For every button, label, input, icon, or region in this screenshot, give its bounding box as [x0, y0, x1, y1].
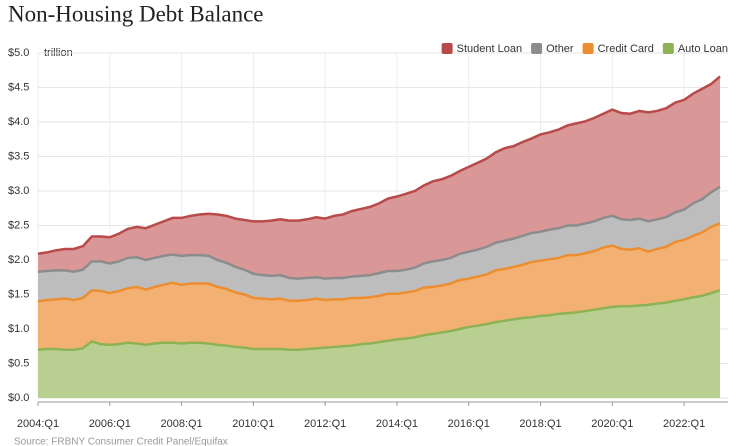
- x-tick-label: 2010:Q1: [232, 418, 274, 430]
- area-line: [37, 75, 721, 256]
- x-tick-label: 2020:Q1: [591, 418, 633, 430]
- y-tick-label: $0.0: [8, 392, 29, 404]
- x-tick-label: 2004:Q1: [17, 418, 59, 430]
- legend-swatch: [582, 43, 594, 54]
- area: [38, 186, 720, 302]
- area: [38, 76, 720, 279]
- legend-swatch: [662, 43, 674, 54]
- area-line: [37, 222, 721, 303]
- chart-title: Non-Housing Debt Balance: [8, 1, 264, 26]
- x-tick-label: 2014:Q1: [376, 418, 418, 430]
- y-tick-label: $3.5: [8, 150, 29, 162]
- y-tick-label: $3.0: [8, 185, 29, 197]
- x-tick-label: 2016:Q1: [448, 418, 490, 430]
- y-tick-label: $5.0: [8, 47, 29, 59]
- x-tick-label: 2012:Q1: [304, 418, 346, 430]
- x-tick-label: 2006:Q1: [89, 418, 131, 430]
- x-tick-label: 2008:Q1: [160, 418, 202, 430]
- y-tick-label: $4.0: [8, 116, 29, 128]
- legend-label: Other: [546, 43, 574, 55]
- y-tick-label: $0.5: [8, 357, 29, 369]
- legend-label: Student Loan: [457, 43, 522, 55]
- y-tick-label: $4.5: [8, 81, 29, 93]
- area: [38, 223, 720, 350]
- area: [38, 290, 720, 398]
- legend-swatch: [531, 43, 543, 54]
- legend-label: Credit Card: [598, 43, 654, 55]
- y-tick-label: $2.0: [8, 254, 29, 266]
- x-tick-label: 2022:Q1: [663, 418, 705, 430]
- x-tick-label: 2018:Q1: [519, 418, 561, 430]
- y-tick-label: $2.5: [8, 219, 29, 231]
- y-tick-label: $1.0: [8, 323, 29, 335]
- source: Source: FRBNY Consumer Credit Panel/Equi…: [14, 437, 228, 446]
- legend-label: Auto Loan: [678, 43, 728, 55]
- y-tick-label: $1.5: [8, 288, 29, 300]
- legend-swatch: [441, 43, 453, 54]
- area-line: [37, 185, 721, 280]
- area-line: [37, 289, 721, 351]
